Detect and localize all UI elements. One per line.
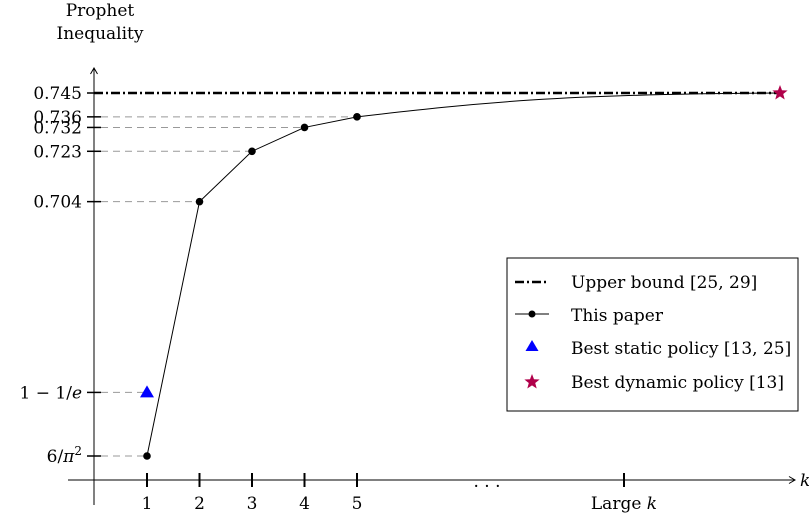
x-tick-label-5: 5: [352, 494, 363, 514]
x-tick-label-3: 3: [247, 494, 258, 514]
data-point-this-paper-k1: [143, 452, 151, 460]
x-tick-label-4: 4: [299, 494, 310, 514]
x-axis-ellipsis: · · ·: [473, 477, 500, 497]
x-axis-title: k: [800, 471, 809, 491]
legend: Upper bound [25, 29] This paper Best sta…: [507, 258, 798, 411]
x-tick-label-1: 1: [142, 494, 153, 514]
x-tick-label-large-k: Large k: [591, 494, 657, 514]
legend-label-best-static: Best static policy [13, 25]: [571, 339, 791, 359]
y-tick-label-1-1-e: 1 − 1/e: [20, 383, 82, 403]
y-axis-title-line-1: Prophet: [66, 1, 135, 21]
data-point-this-paper-k4: [301, 124, 309, 132]
star-icon: [772, 85, 787, 99]
x-ticks: 1 2 3 4 5 Large k: [142, 473, 658, 514]
y-tick-label-0-723: 0.723: [33, 142, 82, 162]
legend-label-best-dynamic: Best dynamic policy [13]: [571, 373, 784, 393]
guide-lines: [101, 117, 357, 456]
legend-label-upper-bound: Upper bound [25, 29]: [571, 273, 757, 293]
data-point-this-paper-k5: [353, 113, 361, 121]
y-axis-title-line-2: Inequality: [56, 24, 143, 44]
data-point-this-paper-k2: [196, 198, 204, 206]
x-tick-label-2: 2: [194, 494, 205, 514]
y-tick-label-0-704: 0.704: [33, 193, 82, 213]
y-tick-label-0-745: 0.745: [33, 84, 82, 104]
triangle-icon: [140, 385, 154, 397]
y-tick-label-0-732: 0.732: [33, 118, 82, 138]
legend-label-this-paper: This paper: [571, 306, 664, 326]
data-point-this-paper-k3: [248, 147, 256, 155]
legend-swatch-this-paper-dot: [529, 311, 536, 318]
y-tick-label-6: 6/π2: [47, 444, 82, 467]
